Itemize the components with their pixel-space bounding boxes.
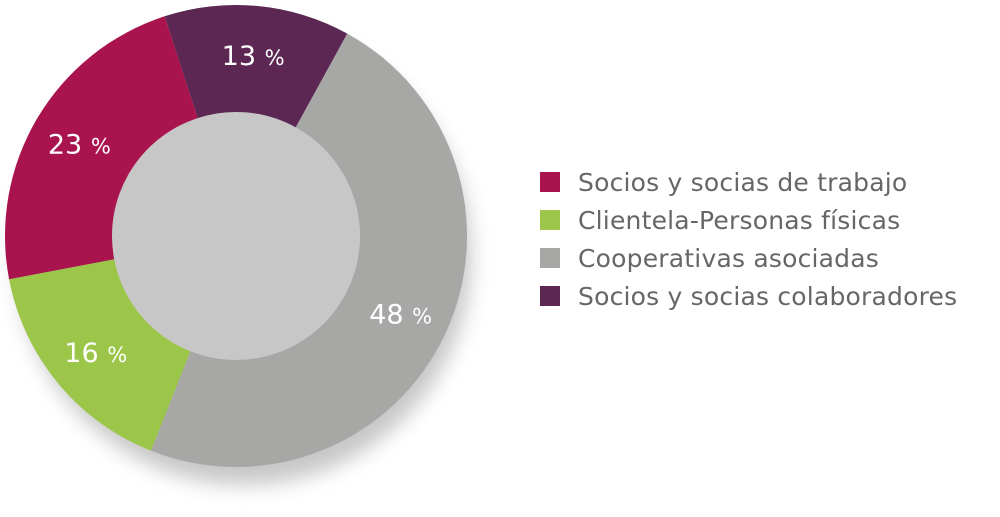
slice-unit: %: [107, 343, 127, 367]
slice-cooperativas-asociadas: [150, 33, 468, 468]
legend-item-socios-y-socias-de-trabajo: Socios y socias de trabajo: [540, 163, 957, 201]
legend-swatch: [540, 286, 560, 306]
slice-value-label: 48 %: [369, 299, 432, 330]
legend-label: Clientela-Personas físicas: [578, 205, 901, 235]
slice-value-label: 16 %: [64, 338, 127, 369]
slice-value: 23: [48, 129, 82, 160]
slice-value-label: 23 %: [48, 129, 111, 160]
slice-clientela-personas-fisicas: [9, 259, 191, 451]
chart-legend: Socios y socias de trabajo Clientela-Pers…: [540, 163, 957, 315]
donut-slices: [4, 5, 468, 468]
slice-unit: %: [412, 304, 432, 328]
legend-swatch: [540, 210, 560, 230]
slice-unit: %: [265, 46, 285, 70]
slice-value-label: 13 %: [222, 41, 285, 72]
slice-socios-y-socias-de-trabajo: [4, 16, 198, 280]
legend-swatch: [540, 172, 560, 192]
legend-item-cooperativas-asociadas: Cooperativas asociadas: [540, 239, 957, 277]
slice-value: 13: [222, 41, 256, 72]
legend-label: Socios y socias colaboradores: [578, 281, 958, 311]
legend-item-socios-y-socias-colaboradores: Socios y socias colaboradores: [540, 277, 957, 315]
legend-item-clientela-personas-fisicas: Clientela-Personas físicas: [540, 201, 957, 239]
legend-swatch: [540, 248, 560, 268]
slice-labels: 13 %48 %16 %23 %: [48, 41, 432, 369]
slice-value: 16: [64, 338, 98, 369]
slice-unit: %: [91, 134, 111, 158]
legend-label: Cooperativas asociadas: [578, 243, 879, 273]
slice-value: 48: [369, 299, 403, 330]
legend-label: Socios y socias de trabajo: [578, 167, 908, 197]
slice-socios-y-socias-colaboradores: [164, 5, 348, 128]
